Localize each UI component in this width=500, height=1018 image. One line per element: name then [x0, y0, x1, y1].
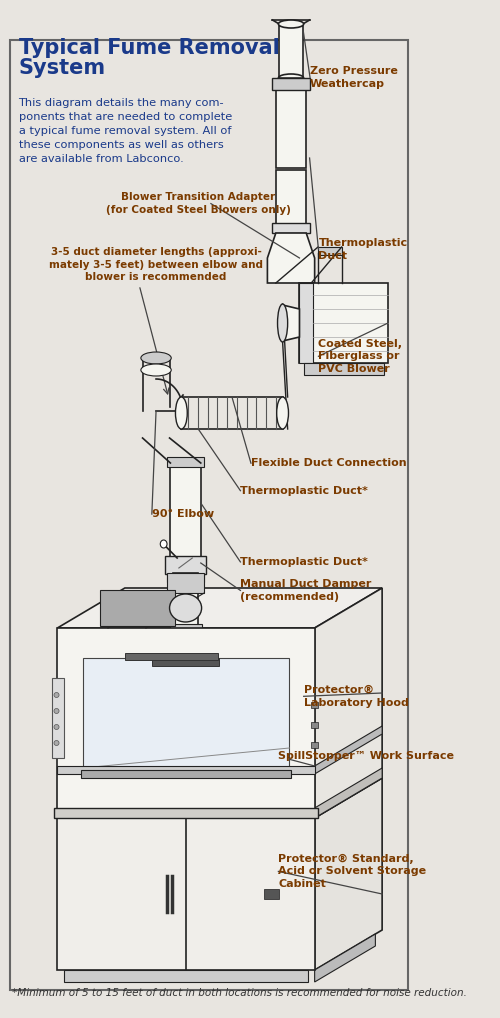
Bar [54, 808, 318, 818]
Bar [304, 363, 384, 375]
Text: Protector®
Laboratory Hood: Protector® Laboratory Hood [304, 685, 408, 708]
Bar [81, 770, 291, 778]
Text: Typical Fume Removal: Typical Fume Removal [18, 38, 280, 58]
Bar [264, 889, 279, 899]
Text: Thermoplastic Duct*: Thermoplastic Duct* [240, 486, 368, 496]
Text: Zero Pressure
Weathercap: Zero Pressure Weathercap [310, 66, 398, 89]
Text: Thermoplastic
Duct: Thermoplastic Duct [318, 238, 408, 261]
Bar [300, 283, 388, 363]
Bar [279, 26, 303, 78]
Text: Flexible Duct Connection: Flexible Duct Connection [251, 458, 406, 468]
Bar [276, 170, 306, 228]
Bar [312, 742, 318, 748]
Text: 90° Elbow: 90° Elbow [152, 509, 214, 519]
Ellipse shape [170, 593, 202, 622]
Ellipse shape [141, 364, 171, 376]
Polygon shape [268, 233, 314, 283]
Bar [300, 283, 313, 363]
Polygon shape [282, 305, 300, 341]
Text: Thermoplastic Duct*: Thermoplastic Duct* [240, 557, 368, 567]
Polygon shape [314, 726, 382, 774]
Bar [58, 818, 314, 970]
Ellipse shape [278, 20, 303, 29]
Bar [272, 223, 310, 233]
Text: 3-5 duct diameter lengths (approxi-
mately 3-5 feet) between elbow and
blower is: 3-5 duct diameter lengths (approxi- mate… [49, 247, 263, 282]
Bar [58, 766, 314, 774]
Bar [170, 624, 202, 632]
Ellipse shape [54, 725, 59, 730]
Bar [312, 702, 318, 708]
Ellipse shape [276, 397, 288, 429]
Bar [152, 658, 220, 666]
Ellipse shape [54, 740, 59, 745]
Bar [125, 653, 218, 660]
Text: Protector® Standard,
Acid or Solvent Storage
Cabinet: Protector® Standard, Acid or Solvent Sto… [278, 853, 426, 890]
Ellipse shape [278, 304, 287, 342]
Polygon shape [314, 588, 382, 818]
Bar [58, 628, 314, 818]
Bar [272, 78, 310, 90]
Ellipse shape [160, 540, 167, 548]
Text: Coated Steel,
Fiberglass or
PVC Blower: Coated Steel, Fiberglass or PVC Blower [318, 339, 402, 374]
Polygon shape [314, 778, 382, 970]
Text: *Minimum of 5 to 15 feet of duct in both locations is recommended for noise redu: *Minimum of 5 to 15 feet of duct in both… [12, 988, 466, 998]
Bar [312, 722, 318, 728]
Bar [167, 457, 204, 467]
Polygon shape [58, 588, 382, 628]
Bar [170, 463, 201, 578]
Bar [64, 970, 308, 982]
Polygon shape [314, 768, 382, 818]
Bar [82, 658, 290, 768]
Ellipse shape [54, 709, 59, 714]
Ellipse shape [141, 352, 171, 364]
Text: Blower Transition Adapter
(for Coated Steel Blowers only): Blower Transition Adapter (for Coated St… [106, 192, 290, 215]
Bar [173, 573, 198, 628]
Bar [167, 573, 204, 593]
Text: SpillStopper™ Work Surface: SpillStopper™ Work Surface [278, 751, 454, 761]
Bar [166, 556, 206, 574]
Text: This diagram details the many com-
ponents that are needed to complete
a typical: This diagram details the many com- ponen… [18, 98, 232, 164]
Text: System: System [18, 58, 106, 78]
Text: Manual Duct Damper
(recommended): Manual Duct Damper (recommended) [240, 579, 372, 602]
Bar [167, 572, 204, 582]
Ellipse shape [54, 692, 59, 697]
Bar [52, 678, 64, 758]
Polygon shape [314, 934, 376, 982]
Ellipse shape [176, 397, 188, 429]
Bar [100, 590, 176, 626]
Bar [276, 88, 306, 168]
Bar [318, 247, 342, 254]
